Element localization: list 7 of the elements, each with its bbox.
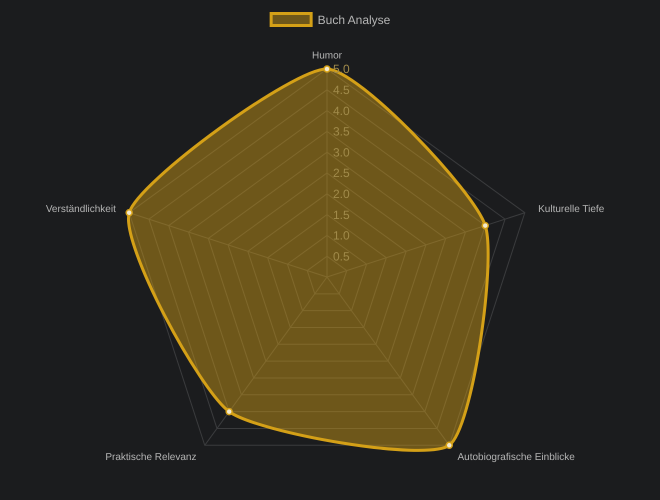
spoke-label: Humor: [312, 50, 343, 62]
spoke-label: Verständlichkeit: [46, 204, 116, 215]
spoke-label: Praktische Relevanz: [105, 452, 197, 464]
legend-label: Buch Analyse: [318, 13, 391, 28]
y-tick-label: 5.0: [333, 62, 350, 76]
spoke-label: Kulturelle Tiefe: [538, 204, 605, 215]
spoke-label: Autobiografische Einblicke: [457, 452, 576, 464]
